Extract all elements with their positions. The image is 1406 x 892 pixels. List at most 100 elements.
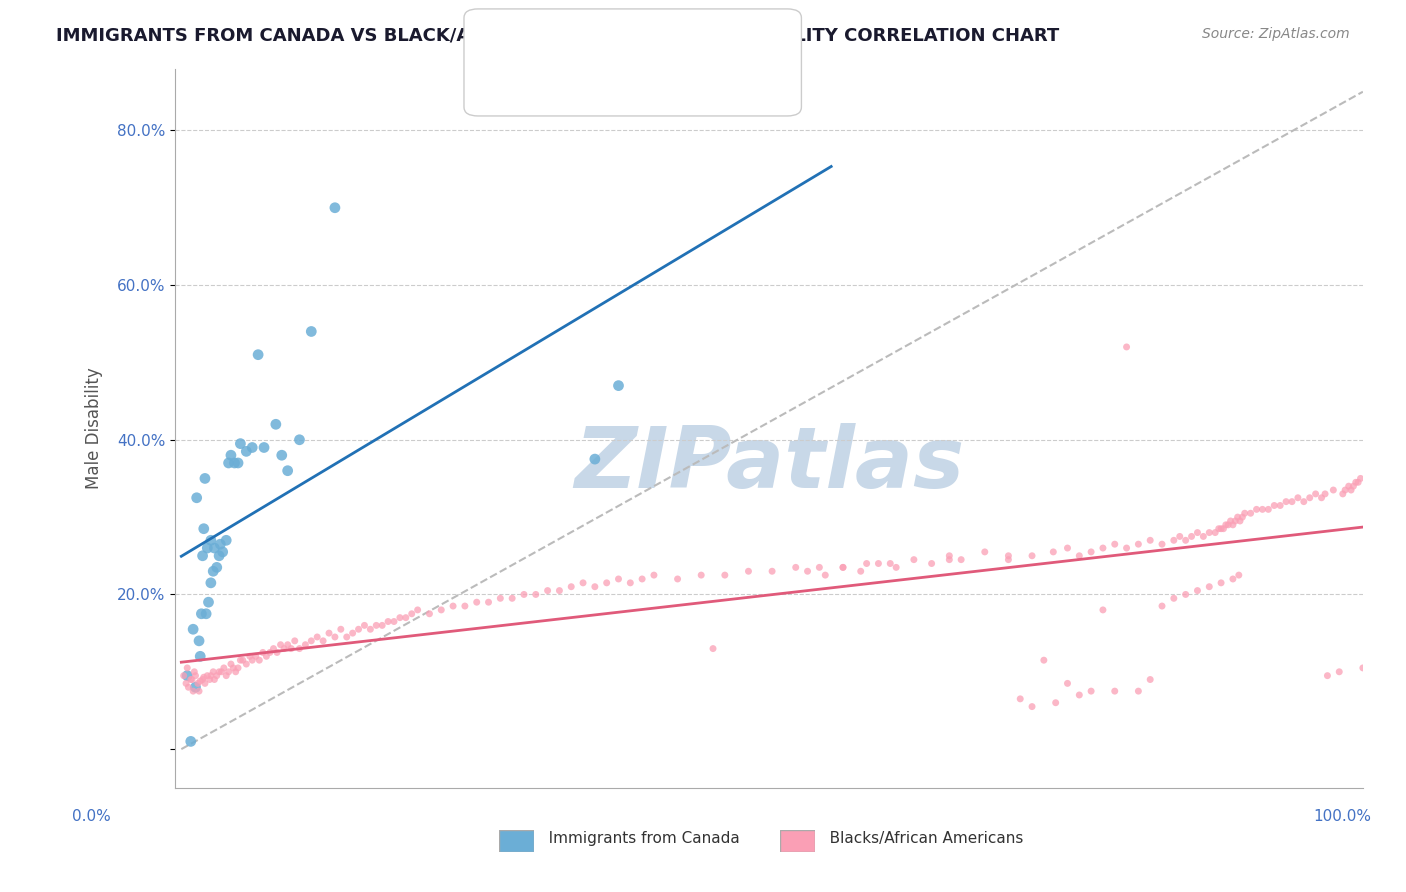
Point — [195, 607, 218, 621]
Point — [1246, 502, 1268, 516]
Point — [188, 674, 211, 689]
Point — [832, 560, 855, 574]
Point — [643, 568, 665, 582]
Point — [938, 552, 960, 566]
Point — [1204, 525, 1226, 540]
Point — [884, 560, 907, 574]
Point — [1263, 499, 1285, 513]
Point — [191, 549, 214, 563]
Point — [1115, 340, 1137, 354]
Point — [855, 557, 877, 571]
Point — [1322, 483, 1344, 497]
Bar — [491, 29, 527, 55]
Point — [1209, 522, 1232, 536]
Point — [259, 645, 281, 659]
Point — [1275, 494, 1298, 508]
Point — [666, 572, 689, 586]
Point — [229, 653, 252, 667]
Point — [202, 541, 225, 555]
Point — [194, 676, 217, 690]
Point — [1226, 510, 1249, 524]
Text: R = 0.638   N =  40: R = 0.638 N = 40 — [546, 33, 723, 51]
Point — [583, 452, 606, 467]
Point — [307, 630, 329, 644]
Point — [1198, 580, 1220, 594]
Point — [1347, 475, 1369, 490]
Point — [1227, 568, 1250, 582]
Point — [277, 464, 299, 478]
Point — [254, 649, 277, 664]
Point — [181, 673, 204, 687]
Point — [222, 661, 245, 675]
Point — [202, 665, 225, 679]
Point — [1257, 502, 1279, 516]
Point — [202, 673, 225, 687]
Point — [950, 552, 973, 566]
Point — [997, 549, 1019, 563]
Point — [1139, 533, 1161, 548]
Point — [200, 533, 222, 548]
Point — [1056, 541, 1078, 555]
Point — [1343, 479, 1365, 493]
Point — [252, 645, 274, 659]
Point — [1187, 583, 1209, 598]
Point — [294, 638, 316, 652]
Point — [879, 557, 901, 571]
Point — [737, 564, 759, 578]
Point — [347, 622, 370, 636]
Point — [572, 575, 595, 590]
Point — [1163, 533, 1185, 548]
Point — [973, 545, 995, 559]
Point — [218, 456, 240, 470]
Point — [1056, 676, 1078, 690]
Point — [288, 641, 311, 656]
Point — [1091, 541, 1114, 555]
Point — [1212, 522, 1234, 536]
Point — [1232, 510, 1254, 524]
Point — [323, 630, 346, 644]
Point — [814, 568, 837, 582]
Point — [1104, 684, 1126, 698]
Point — [1299, 491, 1322, 505]
Point — [607, 572, 630, 586]
Point — [273, 641, 295, 656]
Point — [188, 684, 211, 698]
Point — [215, 668, 238, 682]
Point — [232, 653, 254, 667]
Point — [1032, 653, 1054, 667]
Point — [219, 657, 242, 671]
Point — [270, 448, 292, 462]
Point — [524, 587, 547, 601]
Point — [1331, 487, 1354, 501]
Point — [312, 633, 335, 648]
Bar — [491, 71, 527, 98]
Point — [288, 433, 311, 447]
Point — [465, 595, 488, 609]
Point — [177, 680, 200, 694]
Point — [761, 564, 783, 578]
Point — [198, 673, 221, 687]
Point — [548, 583, 571, 598]
Point — [240, 653, 263, 667]
Point — [430, 603, 453, 617]
Point — [224, 456, 246, 470]
Point — [1208, 522, 1230, 536]
Point — [1163, 591, 1185, 606]
Point — [264, 417, 287, 432]
Point — [1069, 688, 1091, 702]
Point — [536, 583, 558, 598]
Point — [247, 348, 270, 362]
Point — [938, 549, 960, 563]
Point — [1350, 471, 1372, 485]
Point — [1351, 661, 1374, 675]
Point — [1192, 529, 1215, 543]
Point — [245, 649, 267, 664]
Point — [208, 665, 231, 679]
Point — [371, 618, 394, 632]
Point — [1329, 665, 1351, 679]
Point — [263, 641, 285, 656]
Point — [205, 668, 228, 682]
Point — [377, 615, 399, 629]
Point — [197, 595, 219, 609]
Point — [181, 622, 204, 636]
